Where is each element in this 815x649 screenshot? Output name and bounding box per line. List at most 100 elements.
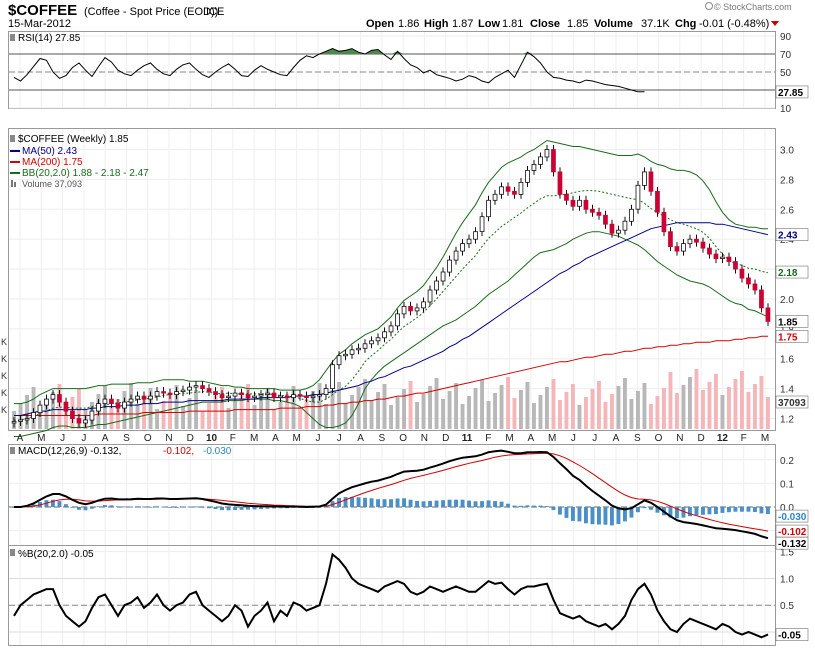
macd-histogram-bar [155, 506, 159, 508]
macd-legend-icon [10, 447, 15, 454]
macd-histogram-bar [96, 506, 101, 508]
volume-bar [545, 387, 549, 429]
candle-body [395, 313, 400, 327]
candle-body [31, 412, 36, 419]
volume-bar [727, 387, 731, 429]
macd-histogram-bar [187, 506, 192, 508]
volume-bar [317, 383, 322, 429]
macd-histogram-bar [272, 507, 276, 509]
volume-bar [168, 393, 172, 429]
volume-bar [278, 402, 283, 429]
macd-signal-legend: -0.102, [163, 446, 194, 457]
rsi-plot [13, 48, 645, 93]
macd-histogram-bar [584, 507, 588, 524]
x-tick-label: M [505, 433, 513, 444]
macd-histogram-bar [519, 505, 523, 507]
volume-bar [343, 403, 348, 429]
price-tick-label: 2.0 [780, 295, 794, 306]
candle-body [733, 261, 738, 270]
price-tick-label: 1.6 [780, 355, 794, 366]
macd-histogram-bar [220, 507, 224, 511]
candle-body [440, 271, 446, 282]
candle-body [551, 149, 556, 173]
x-tick-label: A [613, 433, 620, 444]
candle-body [583, 199, 589, 210]
x-tick-label: N [421, 433, 428, 444]
macd-histogram-bar [135, 506, 140, 508]
volume-bar [746, 392, 751, 429]
macd-histogram-bar [103, 505, 107, 507]
rsi-tick-label: 90 [780, 32, 792, 43]
candle-body [531, 163, 537, 171]
volume-bar [473, 388, 478, 429]
macd-histogram-bar [590, 507, 595, 525]
price-tick-label: 3.0 [780, 145, 794, 156]
volume-bar [486, 401, 491, 429]
candle-body [323, 388, 329, 396]
candle-body [258, 394, 264, 397]
candle-body [284, 395, 290, 399]
volume-bar [766, 397, 770, 429]
macd-histogram-bar [551, 507, 556, 511]
volume-bar [174, 385, 179, 429]
ma200-line [14, 335, 768, 416]
candle-body [486, 199, 491, 218]
volume-bar [512, 398, 517, 429]
candle-body [11, 421, 17, 424]
x-tick-label: F [230, 433, 236, 444]
macd-histogram-bar [480, 501, 484, 507]
macd-histogram-bar [363, 497, 367, 507]
macd-histogram-bar [233, 507, 237, 511]
macd-histogram-bar [545, 506, 549, 507]
candle-body [577, 199, 582, 207]
macd-histogram-bar [207, 507, 211, 509]
candle-body [765, 307, 771, 322]
candle-body [642, 171, 647, 186]
candle-body [720, 256, 725, 260]
macd-histogram-bar [109, 505, 114, 507]
candle-body [310, 395, 316, 399]
high-label: High [424, 18, 449, 30]
bb-last-tag-box [775, 265, 809, 279]
pctb-legend: %B(20,2.0) -0.05 [10, 549, 94, 560]
x-tick-label: F [485, 433, 491, 444]
x-tick-label: M [761, 433, 769, 444]
candle-body [408, 305, 413, 312]
volume-bar [694, 369, 699, 429]
pctb-tick-label: 1.0 [780, 574, 794, 585]
x-tick-label: J [337, 433, 342, 444]
macd-histogram-bar [467, 500, 471, 507]
macd-legend: MACD(12,26,9) -0.132, -0.102, -0.030 [10, 446, 232, 457]
bb-last-tag-text: 2.18 [778, 268, 798, 279]
volume-bar [616, 386, 621, 429]
macd-histogram-bar [525, 505, 530, 507]
volume-bar [701, 390, 705, 429]
candle-body [453, 250, 459, 261]
macd-histogram-bar [746, 507, 751, 512]
x-tick-label: 11 [462, 433, 473, 444]
candle-body [479, 216, 485, 232]
candle-body [187, 386, 192, 391]
price-legend-title: $COFFEE (Weekly) 1.85 [18, 134, 129, 145]
volume-bar [434, 378, 439, 429]
candle-body [759, 289, 764, 309]
candle-body [193, 385, 199, 388]
candle-body [473, 231, 478, 240]
macd-histogram-bar [727, 507, 731, 513]
macd-histogram-bar [486, 500, 491, 507]
candle-body [167, 392, 173, 396]
macd-histogram-bar [57, 501, 62, 507]
candle-body [681, 243, 686, 252]
volume-bar [200, 411, 205, 429]
price-legend: $COFFEE (Weekly) 1.85 MA(50) 2.43 MA(200… [10, 134, 149, 189]
x-tick-label: D [698, 433, 705, 444]
volume-bar [226, 408, 231, 429]
macd-hist-last-tag-text: -0.030 [778, 512, 807, 523]
macd-panel [8, 444, 776, 546]
macd-histogram-bar [382, 499, 387, 507]
volume-bar [285, 394, 289, 429]
candle-body [245, 394, 251, 399]
volume-bar [428, 386, 432, 429]
x-tick-label: S [634, 433, 641, 444]
exchange-label: ICE [206, 6, 224, 18]
